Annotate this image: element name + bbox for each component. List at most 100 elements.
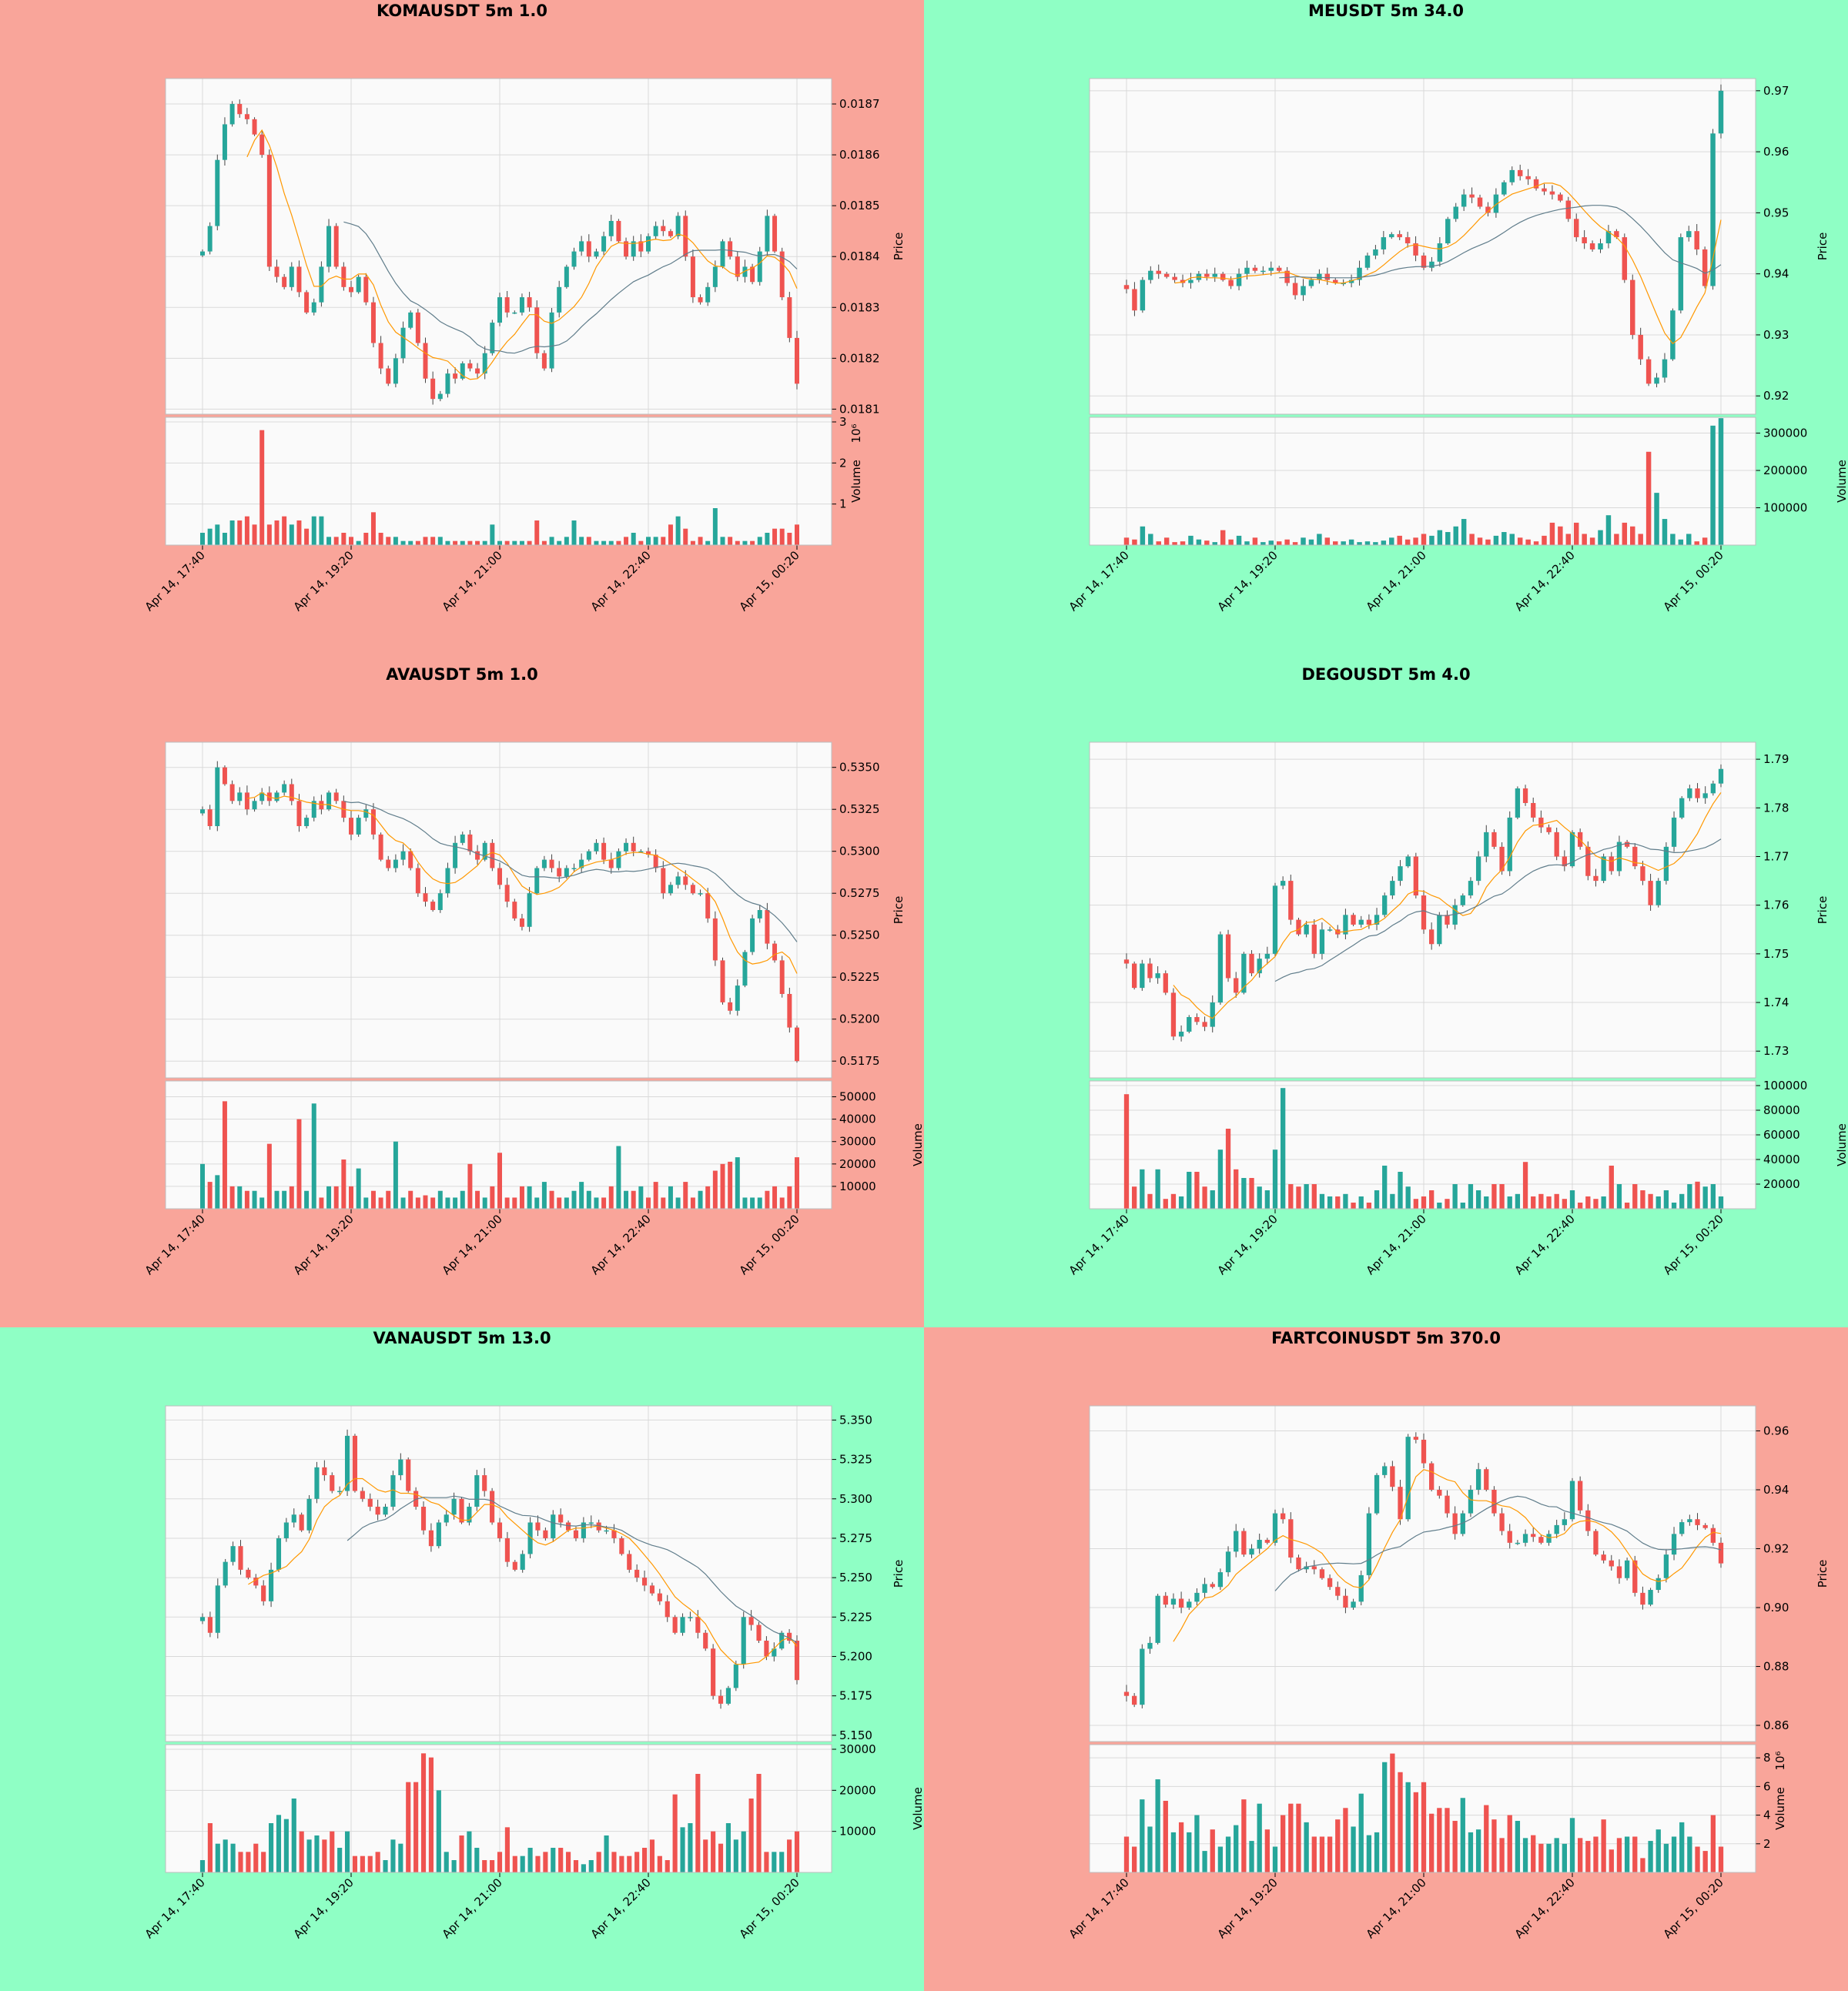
volume-bar	[1554, 1838, 1559, 1872]
candle-body	[1429, 929, 1435, 945]
volume-bar	[757, 1197, 762, 1209]
volume-bar	[314, 1835, 320, 1872]
volume-bar	[741, 1831, 746, 1872]
volume-bar	[551, 1848, 556, 1872]
volume-tick-label: 40000	[839, 1113, 876, 1126]
candle-body	[1140, 279, 1146, 311]
candle-body	[299, 1514, 304, 1531]
candle-body	[474, 1475, 480, 1507]
candle-body	[445, 373, 450, 394]
candle-body	[1509, 169, 1515, 182]
volume-bar	[1212, 542, 1217, 545]
volume-bar	[1264, 1829, 1270, 1872]
candle-body	[406, 1459, 411, 1491]
candle-body	[1366, 1513, 1372, 1575]
volume-bar	[1515, 1821, 1521, 1872]
candle-body	[641, 1578, 648, 1586]
candle-body	[1437, 1490, 1442, 1496]
price-tick-label: 0.94	[1763, 1483, 1789, 1497]
volume-bar	[497, 1852, 503, 1872]
candle-body	[703, 1632, 708, 1649]
volume-bar	[608, 1186, 614, 1209]
candle-body	[1630, 279, 1635, 335]
volume-bar	[1389, 537, 1394, 545]
candle-body	[1656, 1578, 1661, 1591]
price-axis-label: Price	[1816, 1560, 1830, 1588]
candle-body	[1194, 1592, 1200, 1602]
candle-body	[475, 368, 480, 374]
volume-bar	[1616, 1184, 1622, 1209]
volume-bar	[1601, 1196, 1606, 1209]
volume-bar	[557, 540, 562, 545]
volume-bar	[675, 516, 681, 545]
candle-body	[1319, 1569, 1325, 1578]
candle-body	[1593, 1531, 1599, 1555]
price-tick-label: 0.5225	[839, 970, 880, 984]
candle-body	[1341, 283, 1346, 285]
x-tick-label: Apr 14, 19:20	[291, 1876, 357, 1941]
chart-panel-fartcoinusdt: FARTCOINUSDT 5m 370.0 Apr 14, 17:40 Apr 14…	[924, 1327, 1848, 1991]
candlestick-chart: Apr 14, 17:40 Apr 14, 19:20 Apr 14, 21:00 A…	[142, 78, 906, 614]
volume-bar	[1522, 1162, 1528, 1209]
candle-body	[718, 1695, 724, 1704]
candle-body	[1601, 1554, 1606, 1561]
price-frame	[165, 78, 832, 415]
candle-body	[428, 1530, 434, 1547]
candle-body	[356, 276, 361, 293]
candle-body	[444, 1514, 449, 1523]
candle-body	[720, 960, 725, 1002]
candle-body	[1554, 832, 1559, 857]
candle-body	[573, 1530, 579, 1538]
volume-bar	[1578, 1838, 1583, 1872]
candle-body	[283, 1522, 289, 1538]
ma-short-line	[1173, 1469, 1722, 1642]
x-tick-label: Apr 14, 21:00	[440, 1876, 505, 1941]
candle-body	[497, 1522, 503, 1538]
candle-body	[1210, 1584, 1215, 1588]
price-tick-label: 5.350	[839, 1413, 872, 1427]
candle-body	[1272, 1513, 1278, 1543]
candle-body	[756, 1625, 762, 1641]
candle-body	[1538, 1537, 1544, 1543]
candle-body	[705, 286, 711, 303]
volume-bar	[653, 1182, 658, 1209]
candle-body	[1502, 182, 1507, 195]
volume-bar	[557, 1197, 562, 1209]
volume-bar	[680, 1827, 685, 1872]
candle-body	[1234, 1531, 1239, 1552]
volume-bar	[1234, 1825, 1239, 1872]
volume-bar	[1654, 493, 1659, 545]
candle-body	[386, 368, 391, 384]
candle-body	[1281, 881, 1286, 886]
candle-body	[1656, 881, 1661, 905]
volume-bar	[349, 537, 353, 545]
volume-bar	[672, 1794, 678, 1872]
candle-body	[378, 834, 383, 860]
volume-bar	[282, 1190, 287, 1209]
candle-body	[1525, 176, 1531, 179]
volume-bar	[423, 537, 428, 545]
candle-body	[1452, 1513, 1458, 1534]
chart-panel-degousdt: DEGOUSDT 5m 4.0 Apr 14, 17:40 Apr 14, 19:2…	[924, 664, 1848, 1327]
volume-frame	[1089, 417, 1756, 546]
volume-bar	[1695, 1846, 1700, 1872]
candle-body	[1132, 289, 1137, 311]
candle-body	[467, 834, 473, 852]
volume-bar	[1632, 1184, 1638, 1209]
candle-body	[1585, 846, 1591, 876]
candle-body	[1374, 915, 1380, 925]
candle-body	[237, 792, 243, 801]
volume-bar	[1272, 1846, 1278, 1872]
ma-short-line	[1173, 792, 1722, 1019]
volume-bar	[1538, 1193, 1544, 1209]
candle-body	[1257, 959, 1262, 974]
volume-axis-label: Volume	[849, 460, 863, 503]
candle-body	[1348, 279, 1354, 283]
volume-bar	[497, 1153, 502, 1209]
volume-bar	[1374, 1832, 1380, 1872]
volume-bar	[1468, 1184, 1474, 1209]
volume-bar	[408, 1190, 413, 1209]
candle-body	[460, 834, 465, 843]
volume-bar	[341, 533, 346, 545]
volume-bar	[1382, 1762, 1388, 1872]
